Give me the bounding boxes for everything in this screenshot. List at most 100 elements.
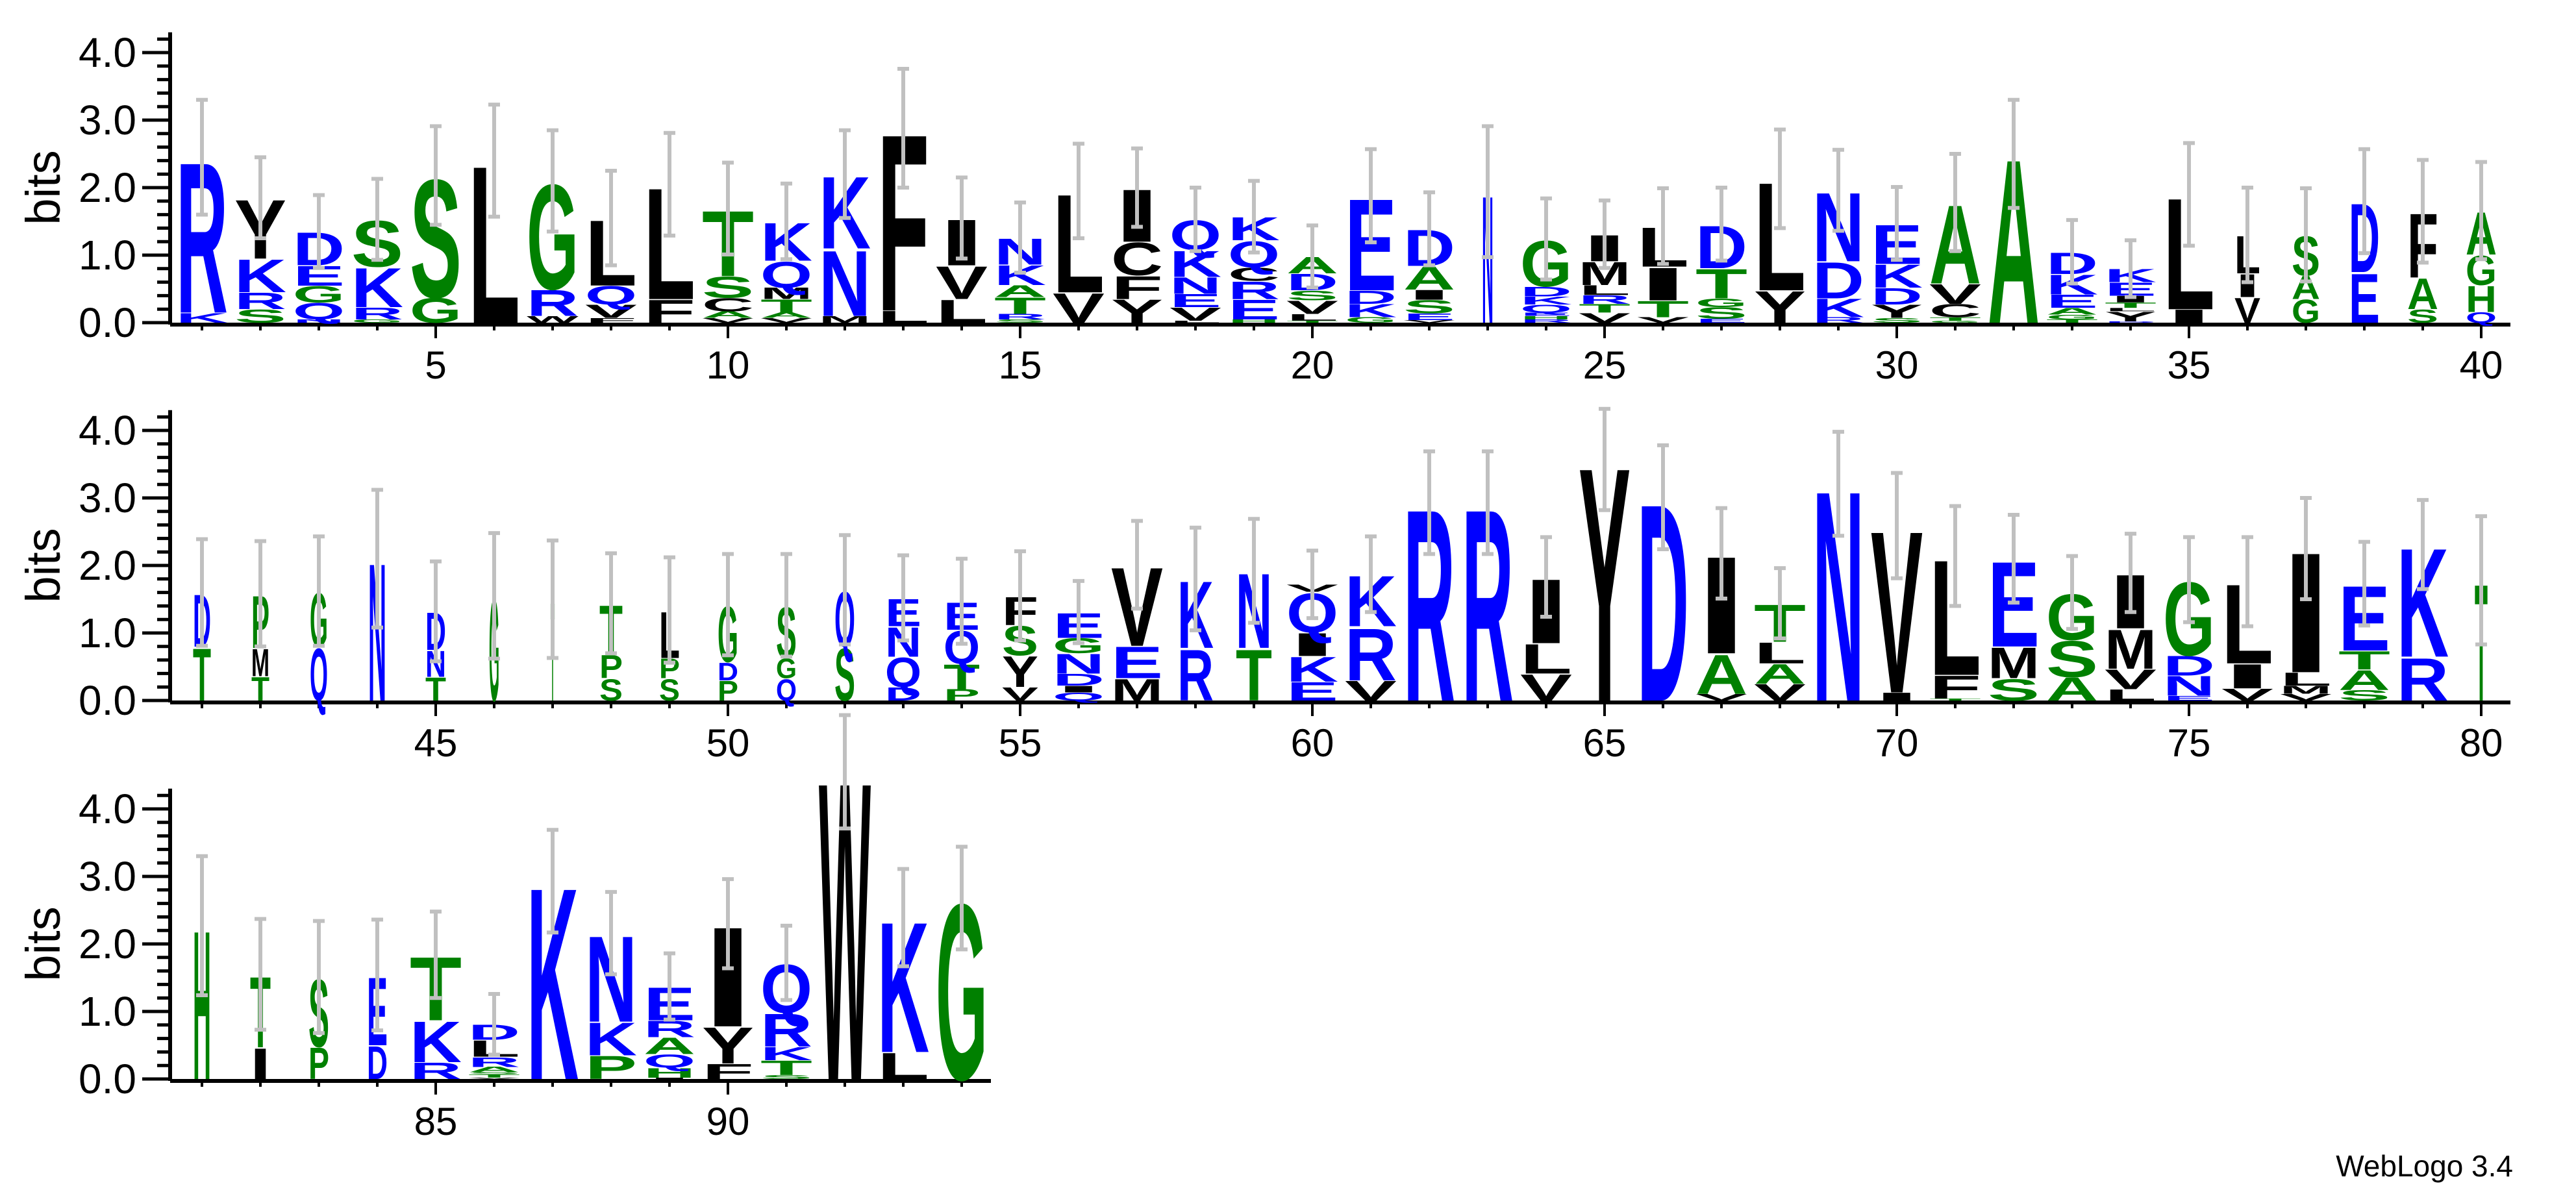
error-bar bbox=[2417, 498, 2429, 591]
logo-column-1: KR bbox=[176, 97, 228, 358]
residue-V: V bbox=[1637, 316, 1689, 324]
residue-R: R bbox=[1579, 293, 1631, 306]
residue-A: A bbox=[2046, 671, 2098, 708]
logo-column-85: RKT bbox=[410, 910, 462, 1084]
x-tick-label: 30 bbox=[1875, 343, 1919, 387]
x-tick-label: 5 bbox=[425, 343, 446, 387]
error-bar bbox=[2358, 147, 2370, 255]
logo-column-9: FL bbox=[644, 130, 695, 333]
residue-Q: Q bbox=[1520, 303, 1572, 315]
residue-K: K bbox=[1286, 649, 1338, 689]
y-axis-label: bits bbox=[16, 150, 70, 225]
logo-column-23: N bbox=[1482, 124, 1494, 362]
error-bar bbox=[1657, 186, 1669, 266]
residue-I: I bbox=[644, 1077, 695, 1079]
residue-G: G bbox=[410, 291, 462, 330]
logo-column-92: W bbox=[819, 693, 871, 1170]
y-tick-label: 0.0 bbox=[79, 1056, 136, 1102]
residue-P: P bbox=[585, 1050, 637, 1086]
residue-T: T bbox=[1286, 320, 1338, 323]
residue-Y: Y bbox=[1002, 648, 1038, 697]
residue-R: R bbox=[1345, 613, 1397, 697]
residue-A: A bbox=[2338, 664, 2390, 695]
residue-Y: Y bbox=[1111, 293, 1163, 330]
residue-Q: Q bbox=[776, 673, 797, 708]
residue-D: D bbox=[1053, 671, 1105, 689]
y-tick-label: 0.0 bbox=[79, 677, 136, 724]
error-bar bbox=[2008, 513, 2020, 605]
residue-L: L bbox=[1169, 320, 1221, 323]
x-tick-label: 55 bbox=[999, 721, 1042, 765]
error-bar bbox=[897, 66, 909, 190]
residue-M: M bbox=[2105, 619, 2157, 682]
y-axis-label: bits bbox=[16, 906, 70, 981]
residue-T: T bbox=[251, 669, 269, 708]
error-bar bbox=[1657, 443, 1669, 552]
residue-V: V bbox=[2221, 686, 2273, 704]
error-bar bbox=[781, 552, 792, 659]
residue-T: T bbox=[760, 296, 812, 317]
residue-E: E bbox=[1695, 317, 1747, 324]
logo-column-71: TFL bbox=[1929, 504, 1981, 710]
error-bar bbox=[1014, 549, 1026, 643]
residue-D: D bbox=[1871, 283, 1923, 310]
error-bar bbox=[1832, 430, 1844, 538]
error-bar bbox=[2242, 186, 2253, 284]
error-bar bbox=[664, 555, 675, 665]
residue-D: D bbox=[2163, 650, 2215, 681]
residue-P: P bbox=[718, 675, 738, 706]
error-bar bbox=[488, 103, 500, 219]
logo-column-67: VAI bbox=[1695, 506, 1747, 706]
error-bar bbox=[2417, 158, 2429, 265]
residue-T: T bbox=[1579, 301, 1631, 315]
residue-R: R bbox=[760, 1004, 812, 1057]
error-bar bbox=[1832, 147, 1844, 233]
logo-column-6: L bbox=[468, 103, 520, 371]
x-tick-label: 40 bbox=[2460, 343, 2503, 387]
residue-V: V bbox=[1345, 675, 1397, 706]
logo-column-88: PKN bbox=[585, 889, 637, 1086]
residue-L: L bbox=[2280, 669, 2332, 689]
residue-R: R bbox=[410, 1058, 462, 1084]
error-bar bbox=[1307, 223, 1318, 290]
residue-F: F bbox=[644, 293, 695, 330]
residue-S: S bbox=[599, 673, 623, 708]
logo-column-52: SQ bbox=[834, 533, 855, 717]
residue-A: A bbox=[468, 1065, 520, 1074]
error-bar bbox=[722, 552, 734, 658]
residue-A: A bbox=[2046, 306, 2098, 316]
residue-V: V bbox=[1169, 304, 1221, 325]
residue-F: F bbox=[585, 317, 637, 324]
logo-column-19: HERCQK bbox=[1228, 179, 1280, 325]
residue-S: S bbox=[1695, 304, 1747, 322]
error-bar bbox=[2008, 97, 2020, 210]
residue-W: W bbox=[527, 314, 579, 325]
logo-column-36: VIL bbox=[2234, 186, 2260, 330]
error-bar bbox=[1949, 152, 1961, 253]
logo-column-94: G bbox=[936, 845, 988, 1133]
error-bar bbox=[605, 169, 617, 267]
logo-column-43: QG bbox=[310, 534, 328, 717]
error-bar bbox=[313, 193, 325, 270]
error-bar bbox=[897, 867, 909, 969]
residue-S: S bbox=[1988, 673, 2040, 708]
residue-I: I bbox=[1053, 684, 1105, 694]
residue-S: S bbox=[2046, 631, 2098, 688]
residue-F: F bbox=[1929, 669, 1981, 706]
residue-L: L bbox=[1520, 636, 1572, 683]
logo-column-49: SPL bbox=[659, 555, 680, 707]
residue-E: E bbox=[1286, 676, 1338, 706]
residue-A: A bbox=[702, 310, 754, 320]
logo-column-73: ASG bbox=[2046, 554, 2098, 708]
y-tick-label: 4.0 bbox=[79, 407, 136, 454]
